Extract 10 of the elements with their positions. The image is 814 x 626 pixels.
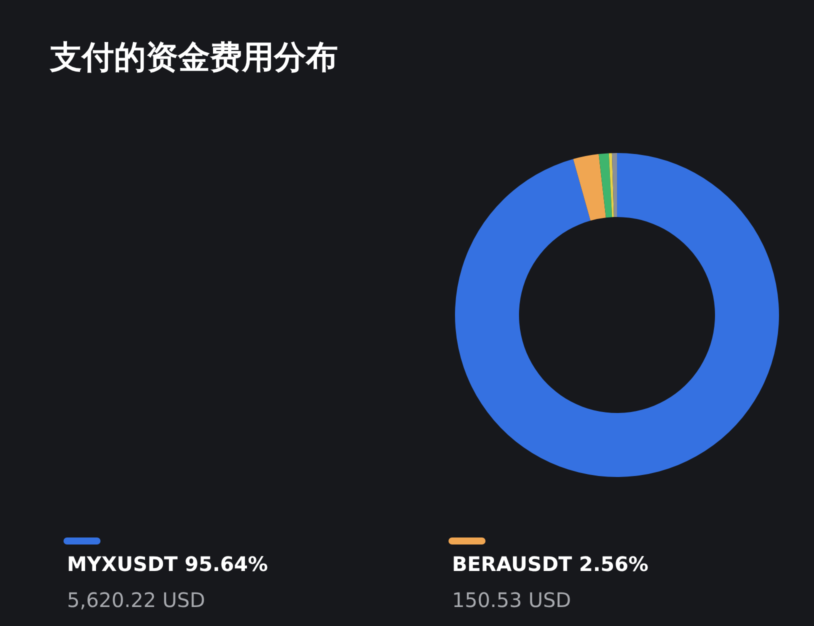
- donut-slice: [608, 153, 614, 218]
- legend-label: BERAUSDT 2.56%: [452, 552, 648, 576]
- donut-slice: [573, 154, 606, 221]
- text: 5,620.22 USD: [67, 588, 206, 612]
- chart-title: 支付的资金费用分布: [49, 38, 338, 76]
- donut-slice: [455, 153, 779, 477]
- donut-slice: [598, 153, 612, 218]
- legend-label: MYXUSDT 95.64%: [67, 552, 268, 576]
- text: 150.53 USD: [452, 588, 572, 612]
- donut-slice: [612, 153, 617, 218]
